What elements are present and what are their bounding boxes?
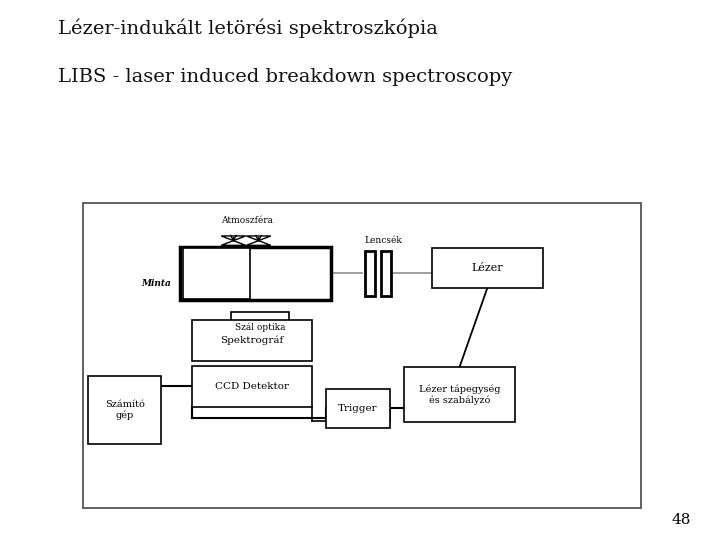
Text: 48: 48 [672, 512, 691, 526]
Polygon shape [246, 241, 271, 245]
Text: Atmoszféra: Atmoszféra [222, 217, 274, 225]
Bar [183, 248, 251, 299]
Bar [192, 320, 312, 361]
Text: Spektrográf: Spektrográf [220, 336, 283, 345]
Text: Számító
gép: Számító gép [104, 400, 145, 420]
Bar [404, 367, 516, 422]
Bar [181, 247, 331, 300]
Text: Trigger: Trigger [338, 404, 377, 413]
Polygon shape [221, 241, 246, 245]
Bar [89, 376, 161, 443]
Bar [83, 202, 641, 508]
Bar [192, 366, 312, 407]
Text: Lencsék: Lencsék [364, 235, 402, 245]
Bar [230, 312, 289, 341]
Bar [431, 248, 543, 288]
Text: CCD Detektor: CCD Detektor [215, 382, 289, 391]
Bar [325, 389, 390, 428]
Polygon shape [221, 236, 246, 241]
Polygon shape [246, 236, 271, 241]
Text: Lézer tápegység
és szabályzó: Lézer tápegység és szabályzó [419, 384, 500, 405]
Text: Szál optika: Szál optika [235, 322, 285, 332]
Bar [382, 251, 392, 295]
Bar [211, 321, 228, 340]
Text: Lézer-indukált letörési spektroszkópia: Lézer-indukált letörési spektroszkópia [58, 19, 438, 38]
Text: Lézer: Lézer [472, 263, 503, 273]
Bar [364, 251, 374, 295]
Text: LIBS - laser induced breakdown spectroscopy: LIBS - laser induced breakdown spectrosc… [58, 68, 512, 85]
Text: Minta: Minta [141, 279, 171, 288]
